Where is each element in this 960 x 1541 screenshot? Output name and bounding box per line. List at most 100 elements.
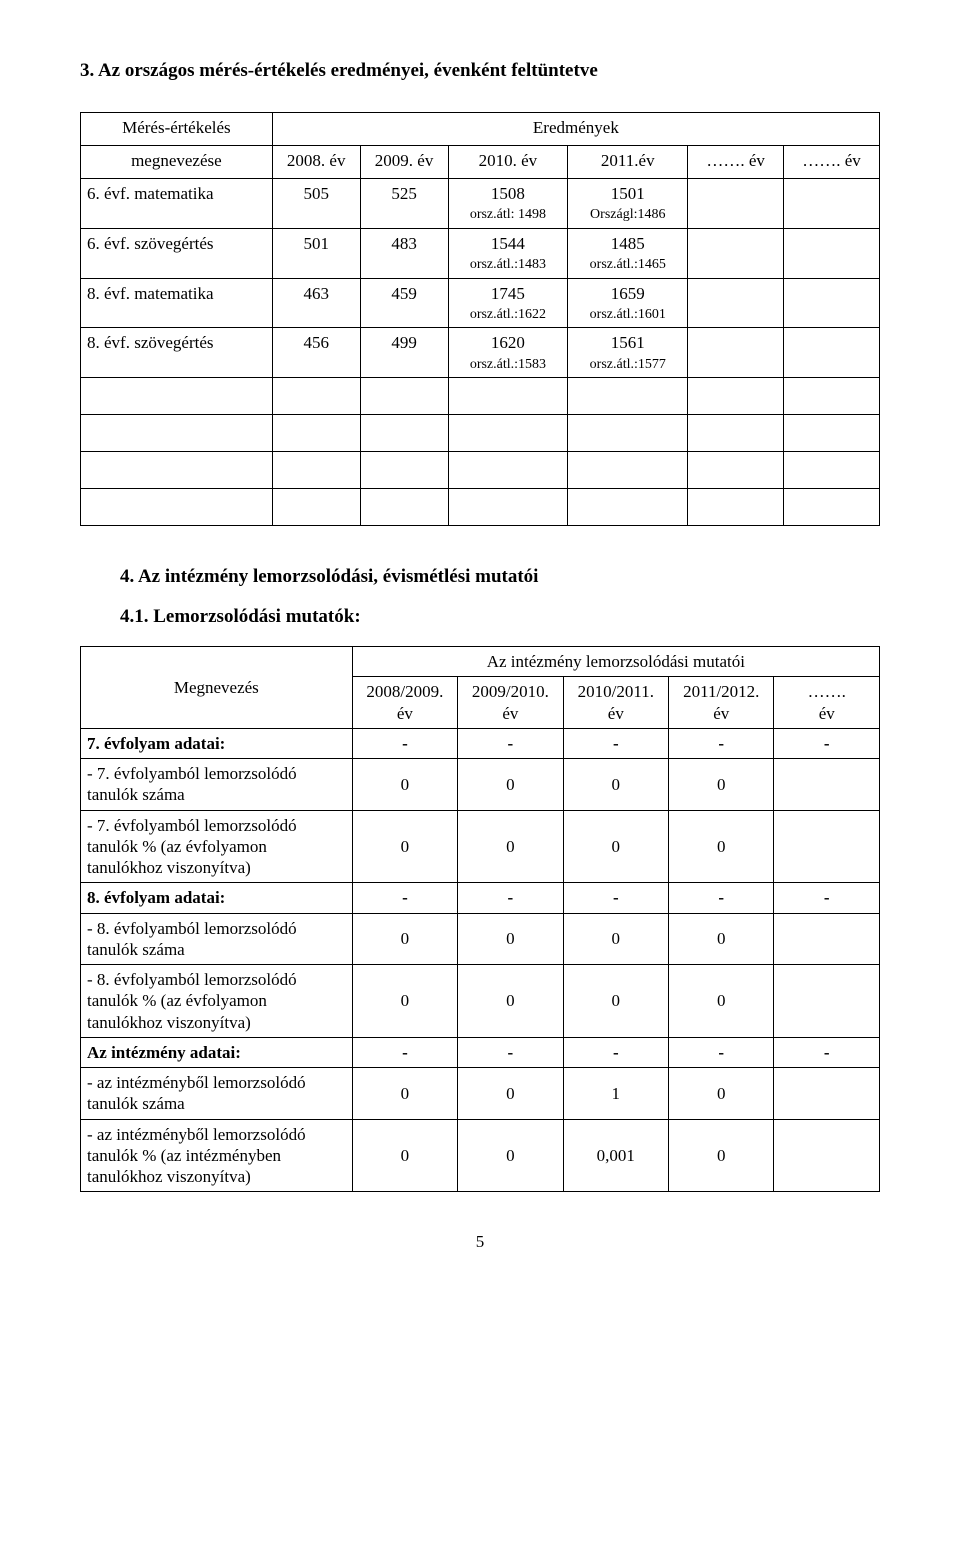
t2-cell: -	[352, 1037, 457, 1067]
t2-cell: -	[563, 883, 668, 913]
table-row: - 7. évfolyamból lemorzsolódó tanulók % …	[81, 810, 880, 883]
t2-cell: 0	[352, 1068, 457, 1120]
t1-cell: 505	[272, 179, 360, 229]
t1-header-span: Eredmények	[272, 113, 879, 146]
t2-label: - 7. évfolyamból lemorzsolódó tanulók sz…	[81, 759, 353, 811]
t1-label: 6. évf. szövegértés	[81, 228, 273, 278]
t1-cell: 1745orsz.átl.:1622	[448, 278, 568, 328]
table-row: - 8. évfolyamból lemorzsolódó tanulók sz…	[81, 913, 880, 965]
t2-cell: -	[458, 883, 563, 913]
t2-cell: -	[563, 1037, 668, 1067]
t1-year: 2009. év	[360, 146, 448, 179]
t2-cell: 0	[669, 759, 774, 811]
t2-col1-header: Megnevezés	[81, 647, 353, 729]
table-row: 8. évf. szövegértés 456 499 1620orsz.átl…	[81, 328, 880, 378]
t1-cell: 1659orsz.átl.:1601	[568, 278, 688, 328]
t1-cell: 456	[272, 328, 360, 378]
table-row: - az intézményből lemorzsolódó tanulók s…	[81, 1068, 880, 1120]
t1-cell: 483	[360, 228, 448, 278]
t2-cell: 0	[563, 965, 668, 1038]
table-row: Megnevezés Az intézmény lemorzsolódási m…	[81, 647, 880, 677]
t2-cell: -	[458, 1037, 563, 1067]
t2-cell: 0	[563, 759, 668, 811]
t2-cell: 0	[458, 913, 563, 965]
t1-cell: 459	[360, 278, 448, 328]
t1-cell: 501	[272, 228, 360, 278]
t1-cell: 1501Országl:1486	[568, 179, 688, 229]
t1-cell	[784, 328, 880, 378]
t2-year: ……. év	[774, 677, 880, 729]
section-4-heading: 4. Az intézmény lemorzsolódási, évismétl…	[120, 566, 880, 588]
t2-year: 2008/2009. év	[352, 677, 457, 729]
t2-label: - 8. évfolyamból lemorzsolódó tanulók sz…	[81, 913, 353, 965]
t1-cell	[784, 179, 880, 229]
table-row: 7. évfolyam adatai:-----	[81, 728, 880, 758]
table-row: 6. évf. matematika 505 525 1508orsz.átl:…	[81, 179, 880, 229]
t2-year: 2009/2010. év	[458, 677, 563, 729]
t2-cell: -	[774, 728, 880, 758]
t2-cell	[774, 759, 880, 811]
table-row: - 8. évfolyamból lemorzsolódó tanulók % …	[81, 965, 880, 1038]
t1-cell: 1508orsz.átl: 1498	[448, 179, 568, 229]
t2-cell: 0,001	[563, 1119, 668, 1192]
t2-cell: 0	[563, 810, 668, 883]
t1-cell	[688, 328, 784, 378]
t2-cell: 0	[458, 810, 563, 883]
t2-label: 8. évfolyam adatai:	[81, 883, 353, 913]
t1-year: 2011.év	[568, 146, 688, 179]
t2-cell: 0	[669, 810, 774, 883]
t1-label: 8. évf. matematika	[81, 278, 273, 328]
section-3-heading: 3. Az országos mérés-értékelés eredménye…	[80, 60, 880, 82]
table-row: Mérés-értékelés Eredmények	[81, 113, 880, 146]
t1-year: 2008. év	[272, 146, 360, 179]
page-number: 5	[80, 1232, 880, 1252]
t2-cell: 0	[669, 913, 774, 965]
t1-cell: 1561orsz.átl.:1577	[568, 328, 688, 378]
t2-header-span: Az intézmény lemorzsolódási mutatói	[352, 647, 879, 677]
table-row: megnevezése 2008. év 2009. év 2010. év 2…	[81, 146, 880, 179]
t1-cell	[688, 228, 784, 278]
t2-label: - 8. évfolyamból lemorzsolódó tanulók % …	[81, 965, 353, 1038]
t2-label: Az intézmény adatai:	[81, 1037, 353, 1067]
t1-label: 8. évf. szövegértés	[81, 328, 273, 378]
table-row: 8. évf. matematika 463 459 1745orsz.átl.…	[81, 278, 880, 328]
t2-cell	[774, 810, 880, 883]
t1-cell: 1544orsz.átl.:1483	[448, 228, 568, 278]
t2-cell	[774, 1119, 880, 1192]
t2-cell: 0	[352, 913, 457, 965]
table-row: - az intézményből lemorzsolódó tanulók %…	[81, 1119, 880, 1192]
t1-year: ……. év	[688, 146, 784, 179]
t1-label: 6. évf. matematika	[81, 179, 273, 229]
t2-cell: -	[669, 728, 774, 758]
table-row	[81, 452, 880, 489]
table-row	[81, 378, 880, 415]
t2-year: 2010/2011. év	[563, 677, 668, 729]
t2-cell: -	[774, 883, 880, 913]
t1-cell	[688, 278, 784, 328]
t1-year: ……. év	[784, 146, 880, 179]
table-row	[81, 489, 880, 526]
t2-cell: 0	[669, 965, 774, 1038]
t1-cell: 463	[272, 278, 360, 328]
t1-header-col1-row1: Mérés-értékelés	[81, 113, 273, 146]
t2-label: 7. évfolyam adatai:	[81, 728, 353, 758]
table-row: - 7. évfolyamból lemorzsolódó tanulók sz…	[81, 759, 880, 811]
t2-cell: 0	[352, 965, 457, 1038]
t2-cell: 0	[458, 759, 563, 811]
t2-cell: 0	[352, 810, 457, 883]
t2-cell: -	[669, 1037, 774, 1067]
t1-cell: 1620orsz.átl.:1583	[448, 328, 568, 378]
t1-header-col1-row2: megnevezése	[81, 146, 273, 179]
t2-cell: 0	[669, 1068, 774, 1120]
table-row: 6. évf. szövegértés 501 483 1544orsz.átl…	[81, 228, 880, 278]
t2-cell: -	[563, 728, 668, 758]
t2-label: - az intézményből lemorzsolódó tanulók %…	[81, 1119, 353, 1192]
t1-cell	[784, 278, 880, 328]
t2-cell	[774, 913, 880, 965]
t1-cell: 525	[360, 179, 448, 229]
t2-cell: 0	[458, 965, 563, 1038]
t2-cell	[774, 965, 880, 1038]
section-41-heading: 4.1. Lemorzsolódási mutatók:	[120, 606, 880, 628]
table-1: Mérés-értékelés Eredmények megnevezése 2…	[80, 112, 880, 526]
t2-cell: 1	[563, 1068, 668, 1120]
